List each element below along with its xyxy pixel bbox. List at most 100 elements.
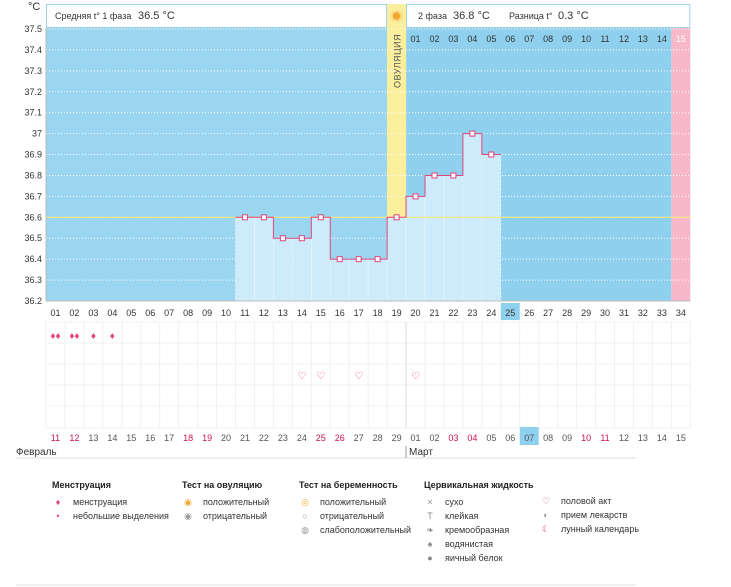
temperature-point [431,172,438,179]
cycle-day-label: 09 [202,308,212,318]
dry-icon: × [427,497,433,507]
legend-item-moon: лунный календарь [561,524,640,534]
date-label: 10 [581,433,591,443]
sticky-icon: T [427,511,433,521]
light-drop-icon: ♦ [110,331,115,342]
egg-white-icon: ● [427,553,433,563]
y-tick-label: 37 [32,129,42,139]
y-tick-label: 36.8 [24,170,42,180]
phase2-day-label: 02 [429,34,439,44]
heart-icon: ♡ [354,371,363,382]
date-label: 12 [619,433,629,443]
next-period-column [671,28,691,301]
date-label: 02 [429,433,439,443]
y-tick-label: 37.3 [24,66,42,76]
phase2-day-label: 13 [638,34,648,44]
temperature-bar [310,217,331,302]
y-tick-label: 36.7 [24,191,42,201]
date-label: 13 [638,433,648,443]
temperature-point [355,256,362,263]
phase1-avg-label: Средняя t° 1 фаза [55,11,131,21]
date-label: 11 [600,433,609,443]
cycle-day-label: 04 [107,308,117,318]
y-tick-label: 36.3 [24,275,42,285]
creamy-icon: ❧ [426,525,434,535]
phase2-day-label: 09 [562,34,572,44]
legend-item-menstruation: менструация [73,497,128,507]
temperature-bar [367,258,388,302]
temp-diff-label: Разница t° [509,11,553,21]
legend-item-watery: водянистая [445,539,494,549]
temperature-line [235,133,501,260]
phase2-avg-label: 2 фаза [418,11,447,21]
date-label: 14 [657,433,667,443]
temperature-point [412,193,419,200]
y-tick-label: 36.4 [24,254,42,264]
cycle-day-label: 01 [50,308,60,318]
legend-item-preg-positive: положительный [320,497,387,507]
cycle-day-label: 28 [562,308,572,318]
temperature-point [469,130,476,137]
date-label: 24 [297,433,307,443]
date-label: 26 [335,433,345,443]
legend-other: ♡ половой акт ◐ прием лекарств ☾ лунный кал… [540,494,639,536]
temperature-point [260,214,267,221]
cycle-day-label: 21 [429,308,439,318]
date-label: 21 [240,433,250,443]
legend-item-egg-white: яичный белок [445,553,503,563]
cycle-day-label: 07 [164,308,174,318]
cycle-day-label: 10 [221,308,231,318]
date-label: 01 [411,433,421,443]
cycle-day-label: 19 [392,308,402,318]
legend-pregnancy-title: Тест на беременность [299,480,398,490]
cycle-day-label: 08 [183,308,193,318]
y-tick-label: 37.1 [24,108,42,118]
pregnancy-positive-icon: ◎ [301,497,309,507]
legend-item-ov-positive: положительный [203,497,270,507]
temp-diff-value: 0.3 °C [558,10,589,22]
legend-item-ov-negative: отрицательный [203,511,268,521]
phase1-header-box [46,4,388,28]
heart-icon: ♡ [297,371,306,382]
heart-icon: ♡ [316,371,325,382]
cycle-day-label: 32 [638,308,648,318]
phase2-day-label: 05 [486,34,496,44]
y-tick-label: 37.4 [24,45,42,55]
cycle-day-label: 06 [145,308,155,318]
date-label: 27 [354,433,364,443]
ovulation-sun-icon [391,10,403,22]
y-tick-label: 37.5 [24,24,42,34]
watery-icon: ♠ [427,539,433,549]
y-tick-label: 36.5 [24,233,42,243]
legend-item-medication: прием лекарств [561,510,628,520]
cycle-day-label: 34 [676,308,686,318]
phase2-day-label: 14 [657,34,667,44]
date-label: 12 [69,433,79,443]
legend-item-sticky: клейкая [445,511,479,521]
cycle-day-label: 31 [619,308,629,318]
phase1-avg-value: 36.5 °C [138,10,175,22]
cycle-day-label: 05 [126,308,136,318]
phase2-day-label: 07 [524,34,534,44]
temperature-point [317,214,324,221]
phase2-avg-value: 36.8 °C [453,10,490,22]
y-tick-label: 36.6 [24,212,42,222]
legend-ovulation-test: Тест на овуляцию ◉ положительный ◉ отрицат… [182,480,269,523]
temperature-point [488,151,495,158]
legend-item-creamy: кремообразная [445,525,510,535]
cycle-day-label: 20 [411,308,421,318]
ovulation-negative-icon: ◉ [184,511,192,521]
cycle-day-label: 02 [69,308,79,318]
cycle-day-label: 24 [486,308,496,318]
temperature-point [374,256,381,263]
date-label: 23 [278,433,288,443]
temperature-bar [481,154,502,302]
moon-icon: ☾ [541,524,551,534]
heavy-drop-icon: ♦♦ [69,331,79,342]
cycle-day-label: 17 [354,308,364,318]
cycle-day-label: 11 [240,308,249,318]
ovulation-label: ОВУЛЯЦИЯ [393,34,403,88]
cycle-day-label: 18 [373,308,383,318]
temperature-bar [424,175,445,302]
cycle-day-label: 33 [657,308,667,318]
